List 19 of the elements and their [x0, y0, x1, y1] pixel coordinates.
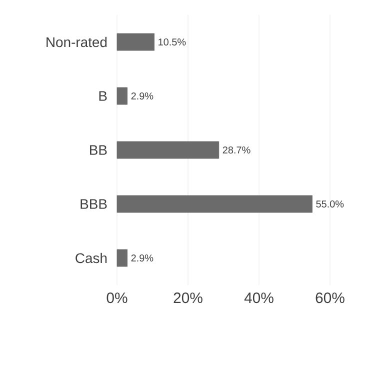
data-label: 55.0% [316, 200, 344, 208]
y-tick-label: Non-rated [46, 36, 107, 48]
y-tick-label: BBB [80, 199, 107, 209]
y-tick-label: Cash [76, 252, 107, 264]
x-tick-label: 40% [244, 292, 274, 304]
x-tick-label: 60% [316, 292, 344, 304]
y-tick-label: BB [90, 145, 107, 155]
data-label: 10.5% [158, 38, 186, 46]
data-label: 2.9% [131, 92, 154, 100]
data-label: 2.9% [131, 254, 154, 262]
bar [116, 33, 154, 51]
data-label: 28.7% [222, 146, 250, 154]
x-tick-label: 0% [106, 292, 128, 304]
bar [116, 141, 220, 159]
y-tick-label: B [99, 91, 107, 101]
x-tick-label: 20% [174, 292, 202, 304]
bar [116, 249, 128, 267]
bar [116, 87, 128, 105]
bar [116, 195, 312, 213]
